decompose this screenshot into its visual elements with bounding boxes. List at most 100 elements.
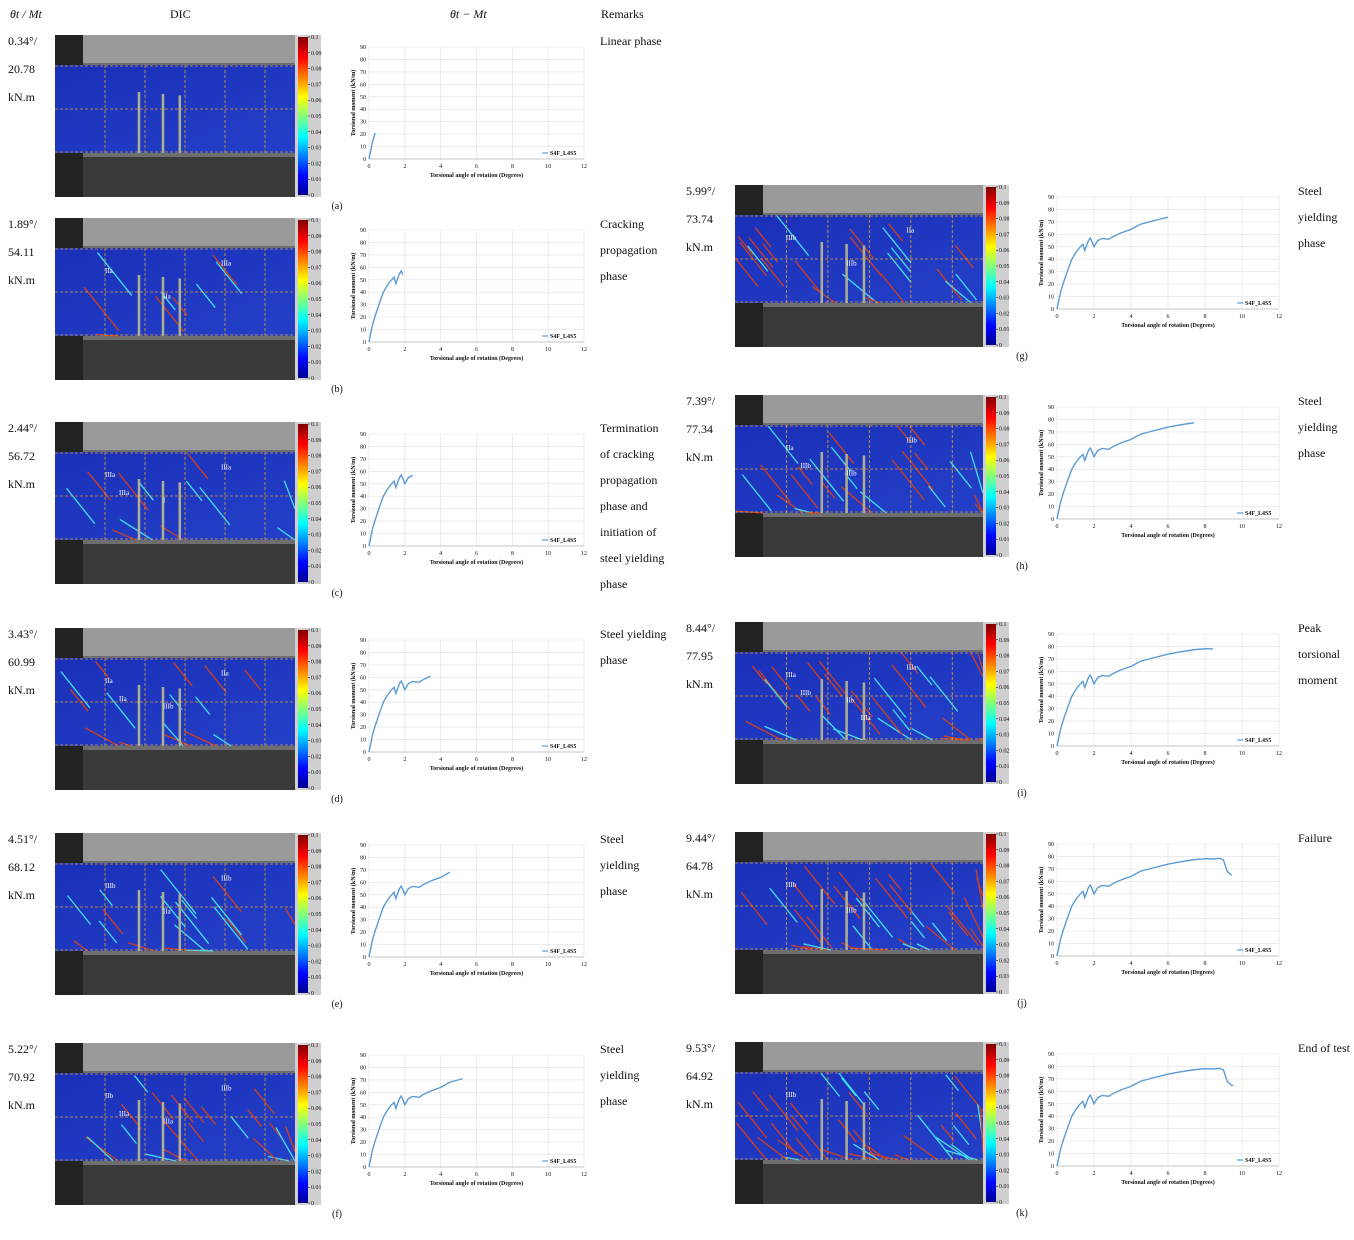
- colorbar-label: 0.08: [999, 864, 1010, 870]
- x-tick-label: 12: [1276, 524, 1282, 530]
- colorbar-label: 0.07: [999, 879, 1010, 885]
- colorbar-label: 0.04: [999, 1137, 1010, 1143]
- y-tick-label: 0: [1051, 307, 1054, 313]
- colorbar-label: 0.1: [999, 832, 1007, 838]
- dic-crack: [909, 425, 926, 446]
- y-tick-label: 90: [1048, 1052, 1054, 1058]
- dic-crack: [897, 938, 916, 951]
- colorbar-label: 0.1: [999, 622, 1007, 628]
- y-tick-label: 30: [1048, 270, 1054, 276]
- dic-crack: [99, 889, 113, 907]
- state-text: kN.m: [686, 887, 714, 901]
- dic-crack: [888, 874, 902, 891]
- colorbar-label: 0.07: [999, 1089, 1010, 1095]
- dic-crack: [767, 425, 799, 464]
- state-text: kN.m: [686, 450, 714, 464]
- colorbar-label: 0.02: [311, 1169, 322, 1175]
- x-tick-label: 4: [439, 962, 442, 968]
- state-text: 9.44°/: [686, 831, 716, 845]
- x-axis-label: Torsional angle of rotation (Degrees): [1121, 969, 1215, 976]
- dic-crack: [789, 1102, 808, 1125]
- colorbar-label: 0.08: [311, 865, 322, 871]
- crack-label: IIIa: [119, 489, 130, 497]
- dic-crack: [927, 485, 946, 508]
- colorbar: [986, 834, 996, 992]
- x-tick-label: 12: [581, 347, 587, 353]
- dic-crack: [896, 425, 911, 442]
- dic-crack: [745, 720, 782, 741]
- colorbar-label: 0.04: [311, 517, 322, 523]
- dic-crack: [882, 227, 912, 264]
- x-tick-label: 8: [511, 164, 514, 170]
- x-tick-label: 2: [403, 551, 406, 557]
- colorbar-label: 0: [311, 786, 314, 792]
- dic-crack: [930, 863, 956, 894]
- dic-crack: [195, 696, 211, 715]
- y-tick-label: 70: [360, 1078, 366, 1084]
- x-tick-label: 10: [545, 347, 551, 353]
- dic-photo-bottom: [735, 517, 983, 557]
- y-tick-label: 10: [360, 943, 366, 949]
- x-tick-label: 0: [368, 757, 371, 763]
- dic-crack: [841, 1077, 857, 1097]
- x-tick-label: 2: [1093, 1171, 1096, 1177]
- y-tick-label: 50: [360, 278, 366, 284]
- dic-crack: [969, 451, 984, 494]
- y-tick-label: 60: [1048, 1089, 1054, 1095]
- colorbar-label: 0.01: [311, 770, 322, 776]
- colorbar-label: 0.07: [311, 469, 322, 475]
- colorbar-label: 0.1: [311, 833, 319, 839]
- y-tick-label: 90: [360, 843, 366, 849]
- x-tick-label: 6: [1167, 751, 1170, 757]
- y-tick-label: 10: [1048, 1152, 1054, 1158]
- header-dic: DIC: [170, 7, 191, 21]
- y-tick-label: 40: [1048, 467, 1054, 473]
- dic-crack: [204, 665, 227, 694]
- x-tick-label: 6: [1167, 1171, 1170, 1177]
- colorbar-label: 0.06: [311, 691, 322, 697]
- data-line: [1056, 422, 1194, 520]
- dic-crack: [852, 925, 873, 950]
- y-tick-label: 80: [360, 1065, 366, 1071]
- y-tick-label: 50: [1048, 892, 1054, 898]
- y-tick-label: 40: [360, 494, 366, 500]
- colorbar: [298, 630, 308, 788]
- colorbar-label: 0.08: [311, 67, 322, 73]
- x-tick-label: 4: [439, 1172, 442, 1178]
- y-axis-label: Torsional moment (kN/m): [1038, 657, 1045, 723]
- data-line: [1056, 647, 1214, 747]
- crack-label: IIIa: [906, 664, 917, 672]
- crack-label: IIIa: [119, 1110, 130, 1118]
- dic-crack: [768, 1094, 799, 1131]
- y-tick-label: 20: [1048, 929, 1054, 935]
- dic-crack: [283, 480, 296, 509]
- dic-photo-top: [55, 628, 295, 656]
- y-tick-label: 0: [363, 750, 366, 756]
- dic-crack: [973, 495, 984, 514]
- remark-text: End of test: [1298, 1041, 1351, 1055]
- panel-label: (h): [1016, 561, 1028, 572]
- x-tick-label: 8: [511, 347, 514, 353]
- crack-label: IIIb: [221, 875, 232, 883]
- remark-text: Steel: [600, 832, 625, 846]
- y-tick-label: 90: [360, 638, 366, 644]
- colorbar-label: 0.1: [999, 1042, 1007, 1048]
- dic-crack: [120, 1103, 142, 1130]
- colorbar-label: 0.05: [311, 1122, 322, 1128]
- dic-crack: [940, 1124, 955, 1142]
- x-tick-label: 6: [1167, 314, 1170, 320]
- crack-label: IIIa: [221, 260, 232, 268]
- remark-text: steel yielding: [600, 551, 664, 565]
- x-tick-label: 4: [439, 347, 442, 353]
- dic-crack: [867, 1145, 887, 1161]
- crack-label: IIa: [105, 677, 114, 685]
- dic-crack: [84, 727, 119, 747]
- x-tick-label: 10: [545, 962, 551, 968]
- colorbar: [298, 835, 308, 993]
- colorbar-label: 0.09: [999, 638, 1010, 644]
- colorbar-label: 0.09: [311, 51, 322, 57]
- colorbar-label: 0.02: [999, 958, 1010, 964]
- y-tick-label: 60: [360, 880, 366, 886]
- panel-label: (d): [331, 794, 343, 805]
- x-tick-label: 10: [1239, 1171, 1245, 1177]
